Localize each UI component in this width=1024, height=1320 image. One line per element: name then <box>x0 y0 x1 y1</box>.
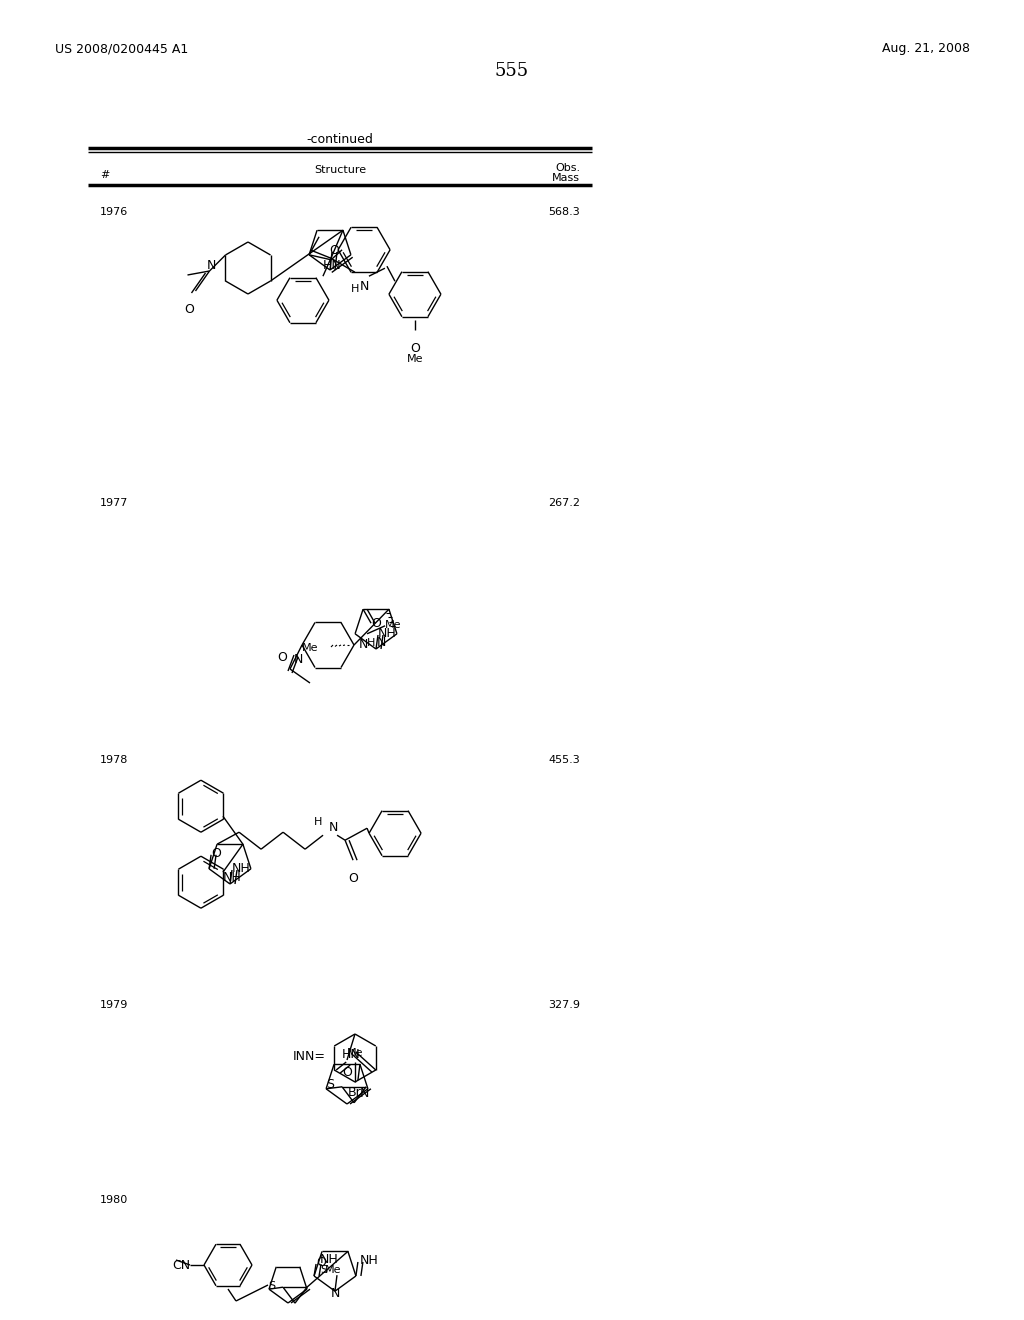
Text: HN: HN <box>323 259 342 272</box>
Text: 455.3: 455.3 <box>548 755 580 766</box>
Text: N: N <box>377 636 386 649</box>
Text: 568.3: 568.3 <box>548 207 580 216</box>
Text: O: O <box>342 1067 352 1078</box>
Text: O: O <box>211 847 221 859</box>
Text: 1976: 1976 <box>100 207 128 216</box>
Text: H: H <box>367 638 376 648</box>
Text: 1979: 1979 <box>100 1001 128 1010</box>
Text: 1977: 1977 <box>100 498 128 508</box>
Text: O: O <box>348 873 358 886</box>
Text: N: N <box>329 821 339 834</box>
Text: S: S <box>321 1266 328 1275</box>
Text: O: O <box>278 651 287 664</box>
Text: N: N <box>294 653 303 667</box>
Text: NH: NH <box>232 862 251 875</box>
Text: 327.9: 327.9 <box>548 1001 580 1010</box>
Text: US 2008/0200445 A1: US 2008/0200445 A1 <box>55 42 188 55</box>
Text: Br: Br <box>348 1086 361 1100</box>
Text: Mass: Mass <box>552 173 580 183</box>
Text: N: N <box>360 1086 370 1100</box>
Text: INN=: INN= <box>293 1049 326 1063</box>
Text: O: O <box>184 304 195 315</box>
Text: NH: NH <box>359 1254 379 1267</box>
Text: 555: 555 <box>495 62 529 81</box>
Text: H: H <box>314 817 323 828</box>
Text: H: H <box>351 284 359 294</box>
Text: Me: Me <box>325 1265 341 1275</box>
Text: S: S <box>326 1078 334 1092</box>
Text: N: N <box>207 259 216 272</box>
Text: O: O <box>371 618 381 630</box>
Text: N: N <box>360 280 370 293</box>
Text: NH: NH <box>319 1254 339 1266</box>
Text: N: N <box>359 638 369 651</box>
Text: Structure: Structure <box>314 165 366 176</box>
Text: Me: Me <box>301 643 318 653</box>
Text: -continued: -continued <box>306 133 374 147</box>
Text: Obs.: Obs. <box>555 162 580 173</box>
Text: N: N <box>331 1287 340 1300</box>
Text: NH: NH <box>378 627 396 640</box>
Text: 267.2: 267.2 <box>548 498 580 508</box>
Text: #: # <box>100 170 110 180</box>
Text: CN: CN <box>172 1259 190 1272</box>
Text: HN: HN <box>342 1048 360 1061</box>
Text: Me: Me <box>347 1048 364 1059</box>
Text: O: O <box>329 244 339 257</box>
Text: S: S <box>268 1280 275 1291</box>
Text: Me: Me <box>407 354 423 364</box>
Text: NH: NH <box>223 871 242 884</box>
Text: O: O <box>316 1255 326 1269</box>
Text: O: O <box>410 342 420 355</box>
Text: Me: Me <box>385 620 401 630</box>
Text: 1978: 1978 <box>100 755 128 766</box>
Text: Aug. 21, 2008: Aug. 21, 2008 <box>882 42 970 55</box>
Text: 1980: 1980 <box>100 1195 128 1205</box>
